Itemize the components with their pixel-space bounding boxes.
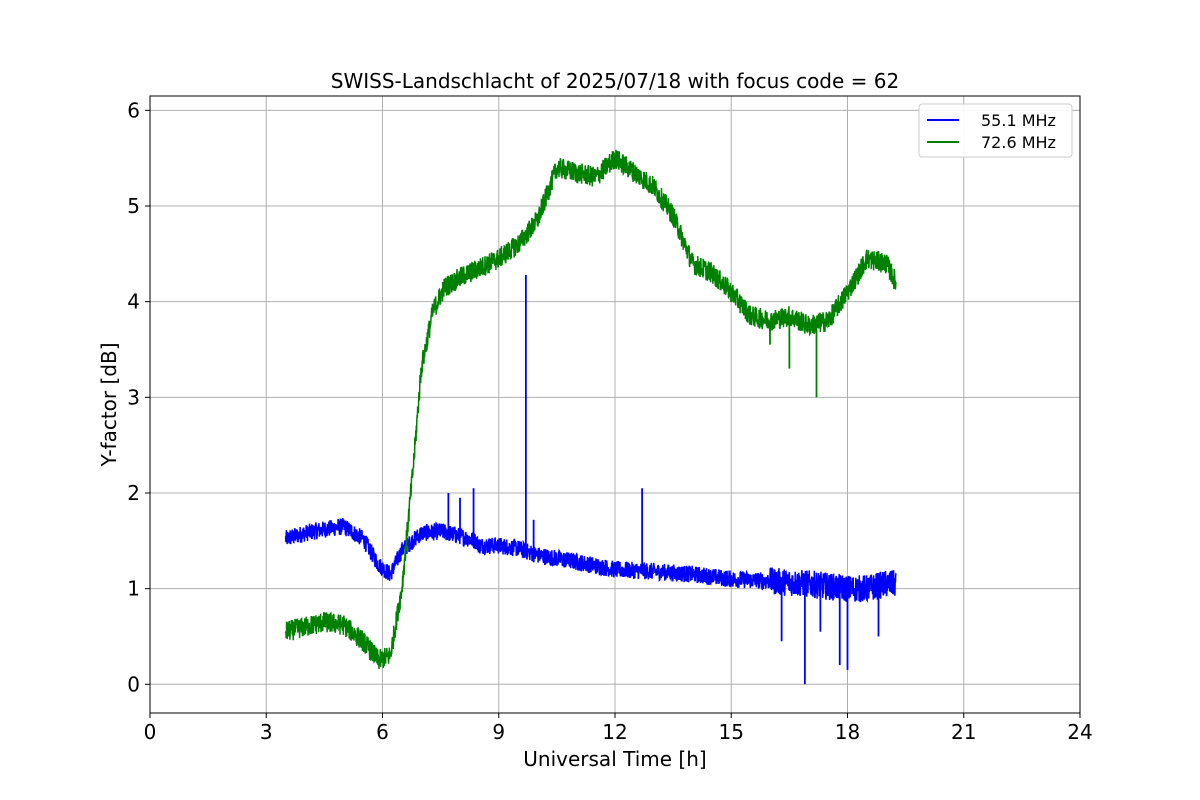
chart-title: SWISS-Landschlacht of 2025/07/18 with fo… [331,69,899,93]
legend-entry: 55.1 MHz [981,111,1056,130]
x-tick-label: 18 [835,720,860,744]
y-axis-label: Y-factor [dB] [97,342,121,467]
x-axis-label: Universal Time [h] [523,747,706,771]
x-tick-label: 24 [1067,720,1092,744]
series-line [284,149,897,670]
x-tick-label: 15 [719,720,744,744]
series-1 [284,274,897,685]
x-tick-label: 12 [602,720,627,744]
series-layer [284,149,897,685]
x-tick-label: 6 [376,720,389,744]
y-tick-label: 2 [127,481,140,505]
x-tick-label: 0 [144,720,157,744]
x-tick-label: 3 [260,720,273,744]
legend: 55.1 MHz 72.6 MHz [918,103,1073,158]
y-tick-label: 5 [127,194,140,218]
y-tick-label: 0 [127,672,140,696]
legend-box [918,103,1073,158]
y-tick-label: 6 [127,98,140,122]
x-tick-label: 21 [951,720,976,744]
series-line [284,518,897,603]
legend-entry: 72.6 MHz [981,133,1056,152]
y-tick-label: 1 [127,577,140,601]
series-2 [284,149,897,670]
y-tick-label: 4 [127,290,140,314]
x-tick-label: 9 [492,720,505,744]
y-tick-label: 3 [127,385,140,409]
